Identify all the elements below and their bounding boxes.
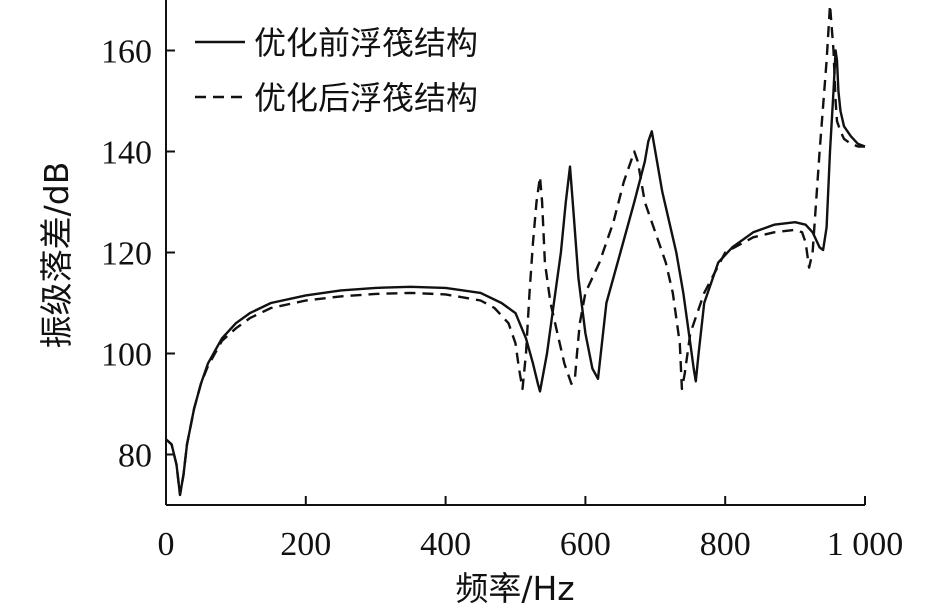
legend: 优化前浮筏结构 优化后浮筏结构	[195, 24, 478, 117]
y-tick-label: 140	[101, 135, 152, 172]
y-tick-label: 120	[101, 236, 152, 273]
legend-label-before: 优化前浮筏结构	[254, 24, 478, 62]
x-tick-label: 1 000	[827, 526, 904, 563]
x-ticks: 0 200 400 600 800 1 000	[158, 496, 904, 563]
x-tick-label: 800	[700, 526, 751, 563]
y-axis-title: 振级落差/dB	[37, 162, 76, 349]
series-layer	[165, 3, 866, 497]
axes	[165, 0, 865, 506]
x-tick-label: 400	[420, 526, 471, 563]
legend-label-after: 优化后浮筏结构	[254, 79, 478, 117]
y-tick-label: 100	[101, 337, 152, 374]
x-axis-title: 频率/Hz	[455, 569, 574, 608]
y-tick-label: 80	[118, 438, 152, 475]
x-tick-label: 600	[560, 526, 611, 563]
x-tick-label: 200	[280, 526, 331, 563]
y-ticks: 80 100 120 140 160	[101, 34, 175, 475]
series-line-after	[165, 3, 865, 497]
x-tick-label: 0	[158, 526, 175, 563]
y-tick-label: 160	[101, 34, 152, 71]
series-line-before	[165, 49, 866, 497]
